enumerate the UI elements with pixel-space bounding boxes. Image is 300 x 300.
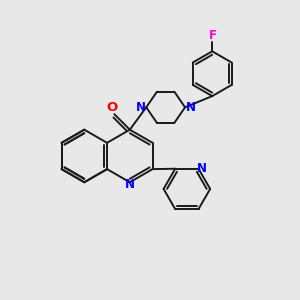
Text: F: F [209, 29, 217, 42]
Text: N: N [185, 101, 195, 114]
Text: N: N [125, 178, 135, 191]
Text: N: N [196, 162, 206, 175]
Text: N: N [136, 101, 146, 114]
Text: O: O [106, 101, 118, 114]
